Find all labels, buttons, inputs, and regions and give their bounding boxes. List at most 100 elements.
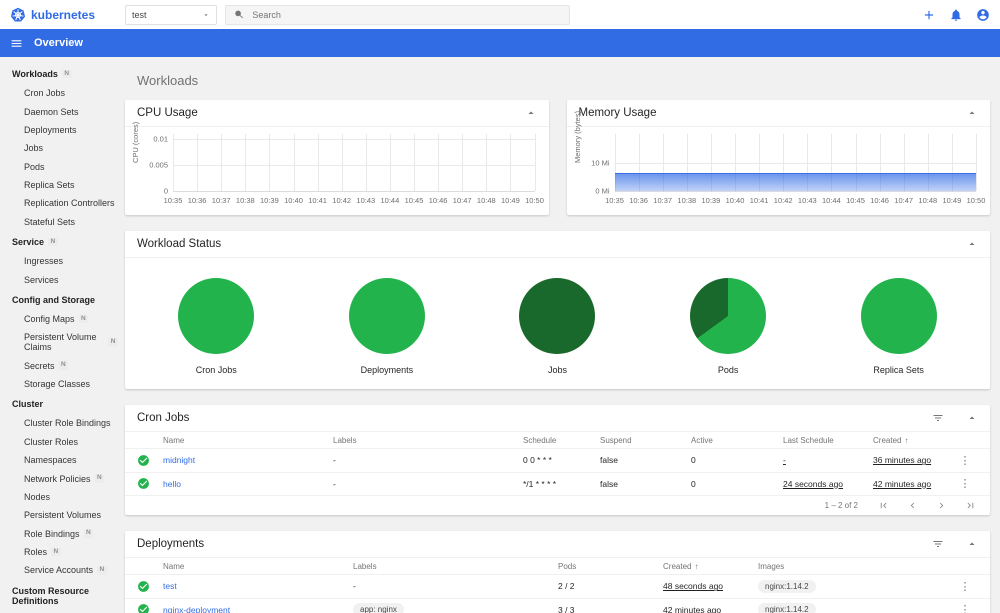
label-chip: app: nginx: [353, 603, 404, 613]
resource-link[interactable]: test: [163, 581, 177, 592]
column-header-name[interactable]: Name: [163, 561, 185, 571]
kebab-menu-icon[interactable]: ⋮: [959, 478, 971, 491]
pie-chart-replica-sets[interactable]: [860, 278, 937, 354]
column-header-suspend[interactable]: Suspend: [600, 435, 632, 445]
page-title: Workloads: [137, 73, 199, 88]
relative-time-link[interactable]: 36 minutes ago: [873, 455, 932, 466]
label-chip: nginx:1.14.2: [758, 579, 816, 593]
column-header-last-schedule[interactable]: Last Schedule: [783, 435, 834, 445]
collapse-arrow-icon[interactable]: [966, 238, 978, 250]
relative-time-link[interactable]: 42 minutes ago: [873, 478, 932, 489]
kebab-menu-icon[interactable]: ⋮: [959, 604, 971, 613]
pie-chart-cron-jobs[interactable]: [178, 278, 255, 354]
sidebar-item-network-policies[interactable]: Network Policies N: [0, 469, 122, 487]
relative-time-link[interactable]: 42 minutes ago: [663, 604, 722, 613]
filter-list-icon[interactable]: [932, 538, 944, 550]
pie-chart-jobs[interactable]: [519, 278, 596, 354]
sidebar-item-jobs[interactable]: Jobs: [0, 139, 122, 157]
cell-name: nginx-deployment: [163, 605, 353, 613]
pie-chart-label: Replica Sets: [873, 365, 924, 375]
sidebar-section-cluster[interactable]: Cluster: [0, 393, 122, 414]
x-axis-tick-label: 10:38: [677, 196, 697, 205]
column-header-images[interactable]: Images: [758, 561, 785, 571]
sidebar-item-deployments[interactable]: Deployments: [0, 121, 122, 139]
column-header-labels[interactable]: Labels: [333, 435, 357, 445]
column-header-active[interactable]: Active: [691, 435, 713, 445]
collapse-arrow-icon[interactable]: [525, 107, 537, 119]
x-axis-tick-label: 10:48: [476, 196, 496, 205]
resource-link[interactable]: midnight: [163, 455, 196, 466]
grid-line: [510, 134, 512, 191]
sidebar-item-label: Stateful Sets: [24, 216, 76, 227]
hamburger-menu-icon[interactable]: [10, 37, 23, 50]
kebab-menu-icon[interactable]: ⋮: [959, 454, 971, 467]
sidebar-item-label: Role Bindings: [24, 528, 80, 539]
collapse-arrow-icon[interactable]: [966, 538, 978, 550]
column-header-created[interactable]: Created ↑: [873, 435, 909, 445]
account-button[interactable]: [976, 8, 990, 22]
relative-time-link[interactable]: -: [783, 455, 786, 466]
sidebar-item-roles[interactable]: Roles N: [0, 543, 122, 561]
next-page-icon[interactable]: [936, 500, 947, 511]
status-ok-icon: [137, 477, 163, 490]
pie-chart-deployments[interactable]: [348, 278, 425, 354]
sidebar-item-config-maps[interactable]: Config Maps N: [0, 310, 122, 328]
first-page-icon[interactable]: [878, 500, 889, 511]
sidebar-item-services[interactable]: Services: [0, 270, 122, 288]
x-axis-tick-label: 10:39: [260, 196, 279, 205]
search-bar[interactable]: [225, 4, 570, 25]
sidebar-item-ingresses[interactable]: Ingresses: [0, 252, 122, 270]
relative-time-link[interactable]: 48 seconds ago: [663, 581, 724, 592]
sidebar-item-nodes[interactable]: Nodes: [0, 488, 122, 506]
last-page-icon[interactable]: [965, 500, 976, 511]
kebab-menu-icon[interactable]: ⋮: [959, 580, 971, 593]
sidebar-item-storage-classes[interactable]: Storage Classes: [0, 375, 122, 393]
sidebar-section-service[interactable]: Service N: [0, 231, 122, 252]
sidebar-item-daemon-sets[interactable]: Daemon Sets: [0, 102, 122, 120]
cell-images: nginx:1.14.2: [758, 603, 952, 613]
cell-schedule: 0 0 * * *: [523, 455, 552, 466]
column-header-schedule[interactable]: Schedule: [523, 435, 557, 445]
sidebar-item-persistent-volumes[interactable]: Persistent Volumes: [0, 506, 122, 524]
x-axis-tick-label: 10:49: [942, 196, 962, 205]
sidebar-item-persistent-volume-claims[interactable]: Persistent Volume Claims N: [0, 328, 122, 356]
grid-line: [365, 134, 367, 191]
kubernetes-logo[interactable]: kubernetes: [10, 7, 125, 23]
x-axis-tick-labels: 10:35 10:36 10:37 10:38 10:39 10:40 10:41 10:42…: [164, 192, 544, 206]
grid-line: [173, 138, 535, 140]
pie-chart-pods[interactable]: [690, 278, 767, 354]
search-input[interactable]: [252, 9, 561, 20]
relative-time-link[interactable]: 24 seconds ago: [783, 478, 844, 489]
filter-list-icon[interactable]: [932, 412, 944, 424]
sidebar-item-role-bindings[interactable]: Role Bindings N: [0, 525, 122, 543]
sidebar-item-replica-sets[interactable]: Replica Sets: [0, 176, 122, 194]
sidebar-item-cluster-role-bindings[interactable]: Cluster Role Bindings: [0, 414, 122, 432]
resource-link[interactable]: nginx-deployment: [163, 604, 231, 613]
collapse-arrow-icon[interactable]: [966, 107, 978, 119]
y-axis-label: CPU (cores): [131, 121, 140, 163]
sidebar-item-cron-jobs[interactable]: Cron Jobs: [0, 84, 122, 102]
column-header-created[interactable]: Created ↑: [663, 561, 699, 571]
resource-link[interactable]: hello: [163, 478, 181, 489]
sidebar-section-workloads[interactable]: Workloads N: [0, 63, 122, 84]
column-header-pods[interactable]: Pods: [558, 561, 577, 571]
sidebar-item-replication-controllers[interactable]: Replication Controllers: [0, 194, 122, 212]
column-header-labels[interactable]: Labels: [353, 561, 377, 571]
collapse-arrow-icon[interactable]: [966, 412, 978, 424]
namespace-select[interactable]: test: [125, 4, 217, 25]
sidebar-item-cluster-roles[interactable]: Cluster Roles: [0, 433, 122, 451]
sidebar-item-secrets[interactable]: Secrets N: [0, 357, 122, 375]
column-header-name[interactable]: Name: [163, 435, 185, 445]
notifications-bell-button[interactable]: [949, 8, 963, 22]
create-plus-button[interactable]: [922, 8, 936, 22]
sidebar-item-pods[interactable]: Pods: [0, 158, 122, 176]
sidebar-item-stateful-sets[interactable]: Stateful Sets: [0, 213, 122, 231]
cell-name: hello: [163, 479, 333, 489]
sidebar-item-namespaces[interactable]: Namespaces: [0, 451, 122, 469]
sidebar-item-service-accounts[interactable]: Service Accounts N: [0, 561, 122, 579]
status-ok-icon: [137, 580, 163, 593]
sidebar-section-config-and-storage[interactable]: Config and Storage: [0, 289, 122, 310]
prev-page-icon[interactable]: [907, 500, 918, 511]
sidebar-section-custom-resource-definitions[interactable]: Custom Resource Definitions: [0, 580, 122, 611]
sidebar-item-label: Cluster Roles: [24, 436, 79, 447]
